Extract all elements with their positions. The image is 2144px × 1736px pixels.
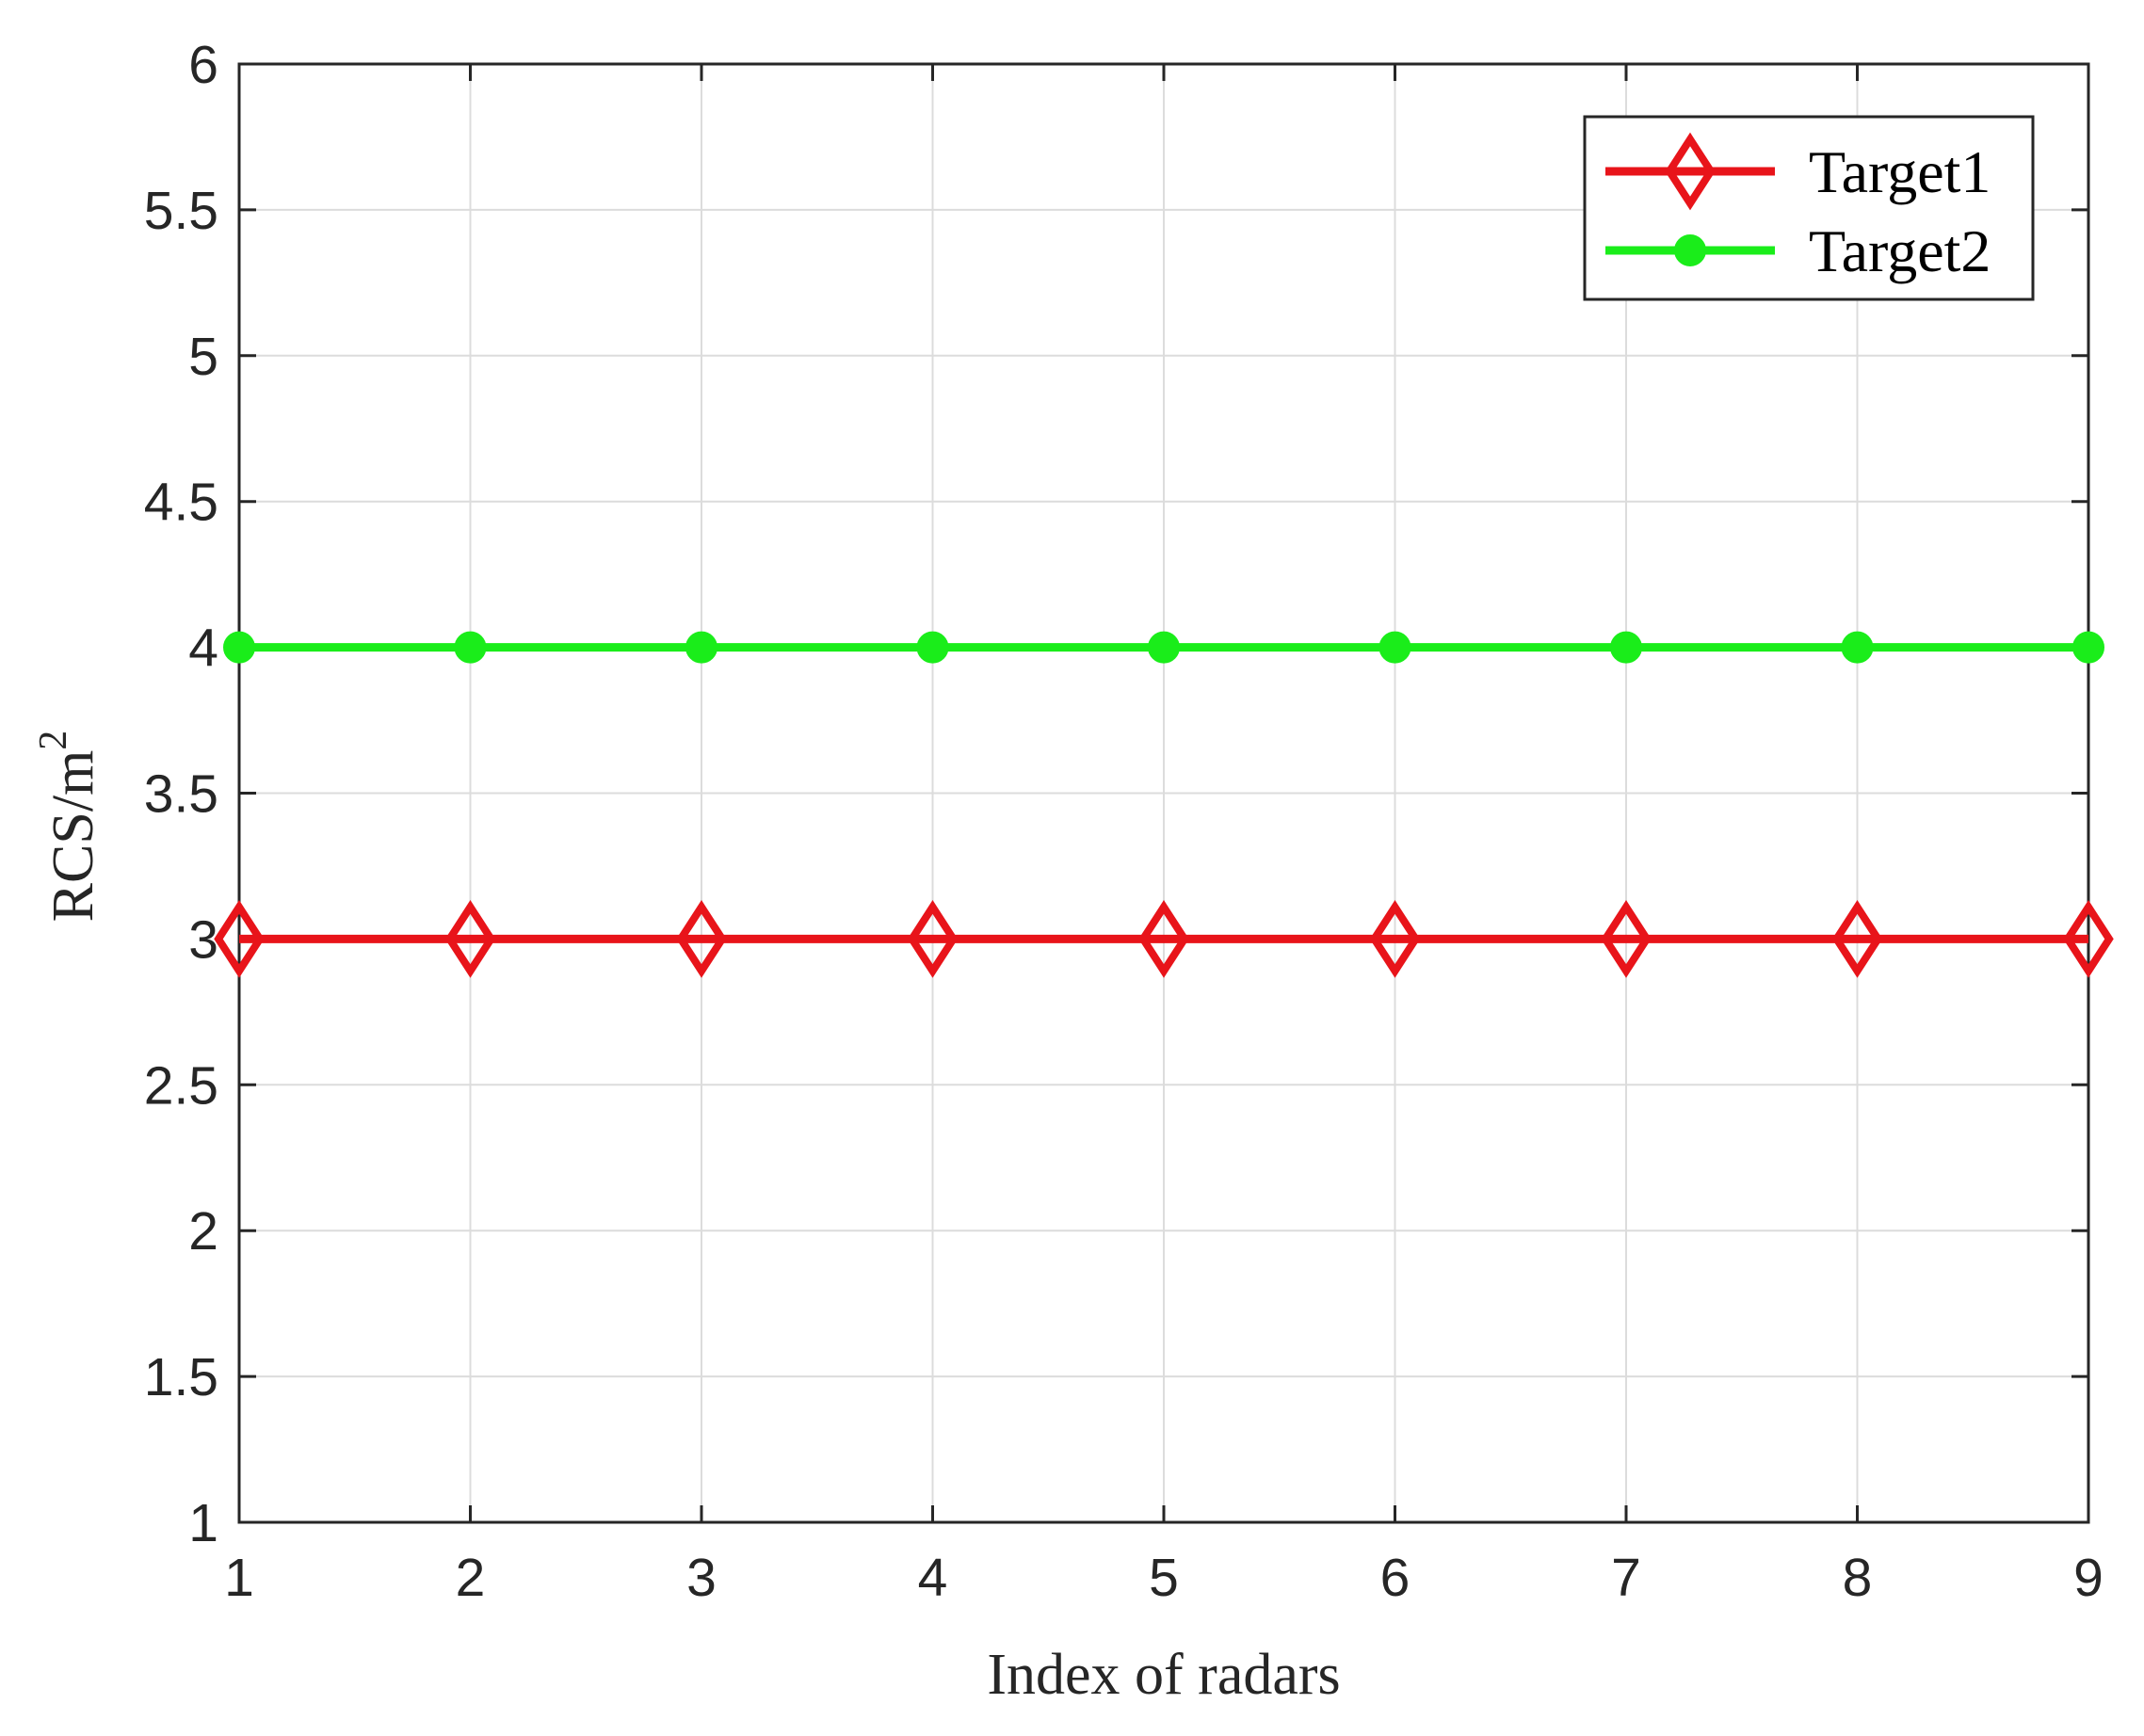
data-point bbox=[916, 631, 949, 664]
legend-item: Target2 bbox=[1605, 217, 1991, 284]
y-axis-label: RCS/m2 bbox=[32, 731, 105, 923]
x-tick-label: 8 bbox=[1843, 1548, 1873, 1608]
data-point bbox=[1378, 631, 1411, 664]
data-point bbox=[2063, 900, 2114, 978]
y-tick-label: 5.5 bbox=[144, 181, 218, 241]
data-point bbox=[1601, 900, 1652, 978]
x-tick-label: 6 bbox=[1380, 1548, 1411, 1608]
legend-marker bbox=[1674, 234, 1706, 266]
y-tick-label: 6 bbox=[188, 35, 218, 95]
data-point bbox=[1138, 900, 1189, 978]
data-point bbox=[1610, 631, 1642, 664]
y-tick-label: 4.5 bbox=[144, 473, 218, 533]
data-point bbox=[214, 900, 265, 978]
y-axis-label-main: RCS/m bbox=[41, 750, 105, 923]
y-axis-label-superscript: 2 bbox=[32, 731, 75, 750]
y-tick-label: 4 bbox=[188, 619, 218, 679]
y-tick-label: 2 bbox=[188, 1201, 218, 1262]
data-point bbox=[444, 900, 496, 978]
x-tick-label: 1 bbox=[224, 1548, 254, 1608]
y-tick-label: 1.5 bbox=[144, 1347, 218, 1407]
series-Target1 bbox=[214, 900, 2114, 978]
x-tick-label: 9 bbox=[2073, 1548, 2104, 1608]
y-tick-label: 3 bbox=[188, 909, 218, 970]
legend-label: Target2 bbox=[1809, 217, 1991, 284]
x-tick-label: 4 bbox=[918, 1548, 948, 1608]
data-point bbox=[454, 631, 487, 664]
data-point bbox=[1831, 900, 1883, 978]
legend-item: Target1 bbox=[1605, 132, 1991, 211]
y-tick-label: 1 bbox=[188, 1493, 218, 1553]
x-tick-label: 3 bbox=[686, 1548, 717, 1608]
x-tick-label: 7 bbox=[1611, 1548, 1641, 1608]
data-point bbox=[223, 631, 255, 664]
data-point bbox=[1369, 900, 1421, 978]
data-point bbox=[676, 900, 727, 978]
x-axis-label: Index of radars bbox=[987, 1643, 1340, 1707]
x-tick-label: 2 bbox=[456, 1548, 486, 1608]
y-tick-label: 2.5 bbox=[144, 1055, 218, 1116]
y-tick-label: 5 bbox=[188, 327, 218, 387]
legend: Target1 Target2 bbox=[1583, 115, 2035, 301]
y-tick-label: 3.5 bbox=[144, 764, 218, 825]
data-point bbox=[685, 631, 717, 664]
legend-marker bbox=[1665, 132, 1716, 211]
x-tick-label: 5 bbox=[1149, 1548, 1179, 1608]
series-Target2 bbox=[223, 631, 2104, 664]
legend-box bbox=[1583, 115, 2035, 301]
axis-ticks: 1 2 3 4 5 6 7 8 9 1 1.5 2 2.5 3 3.5 4 4.5 5 5.5 6 bbox=[144, 35, 2104, 1608]
data-point bbox=[1841, 631, 1874, 664]
legend-label: Target1 bbox=[1809, 138, 1991, 205]
data-point bbox=[2072, 631, 2104, 664]
data-point bbox=[907, 900, 959, 978]
series bbox=[214, 631, 2114, 978]
data-point bbox=[1148, 631, 1180, 664]
